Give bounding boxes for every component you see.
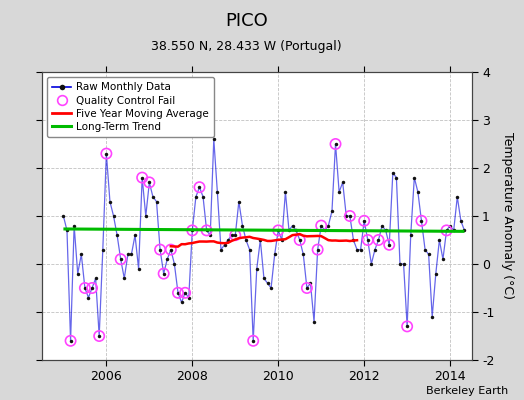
Point bbox=[195, 184, 204, 190]
Point bbox=[313, 246, 322, 253]
Text: Berkeley Earth: Berkeley Earth bbox=[426, 386, 508, 396]
Point bbox=[181, 290, 189, 296]
Point bbox=[274, 227, 282, 234]
Point bbox=[116, 256, 125, 262]
Point bbox=[346, 213, 354, 219]
Point bbox=[303, 285, 311, 291]
Point bbox=[188, 227, 196, 234]
Point bbox=[403, 323, 411, 330]
Text: PICO: PICO bbox=[225, 12, 268, 30]
Point bbox=[417, 218, 425, 224]
Point bbox=[231, 232, 239, 238]
Point bbox=[145, 179, 154, 186]
Point bbox=[81, 285, 89, 291]
Point bbox=[156, 246, 164, 253]
Point bbox=[249, 338, 257, 344]
Point bbox=[331, 141, 340, 147]
Point bbox=[138, 174, 146, 181]
Point bbox=[88, 285, 96, 291]
Point bbox=[167, 246, 175, 253]
Point bbox=[364, 237, 372, 243]
Point bbox=[317, 222, 325, 229]
Legend: Raw Monthly Data, Quality Control Fail, Five Year Moving Average, Long-Term Tren: Raw Monthly Data, Quality Control Fail, … bbox=[47, 77, 214, 137]
Point bbox=[174, 290, 182, 296]
Point bbox=[95, 333, 103, 339]
Point bbox=[202, 227, 211, 234]
Point bbox=[67, 338, 75, 344]
Y-axis label: Temperature Anomaly (°C): Temperature Anomaly (°C) bbox=[501, 132, 514, 300]
Text: 38.550 N, 28.433 W (Portugal): 38.550 N, 28.433 W (Portugal) bbox=[151, 40, 342, 53]
Point bbox=[102, 150, 111, 157]
Point bbox=[296, 237, 304, 243]
Point bbox=[360, 218, 368, 224]
Point bbox=[159, 270, 168, 277]
Point bbox=[385, 242, 394, 248]
Point bbox=[442, 227, 451, 234]
Point bbox=[374, 237, 383, 243]
